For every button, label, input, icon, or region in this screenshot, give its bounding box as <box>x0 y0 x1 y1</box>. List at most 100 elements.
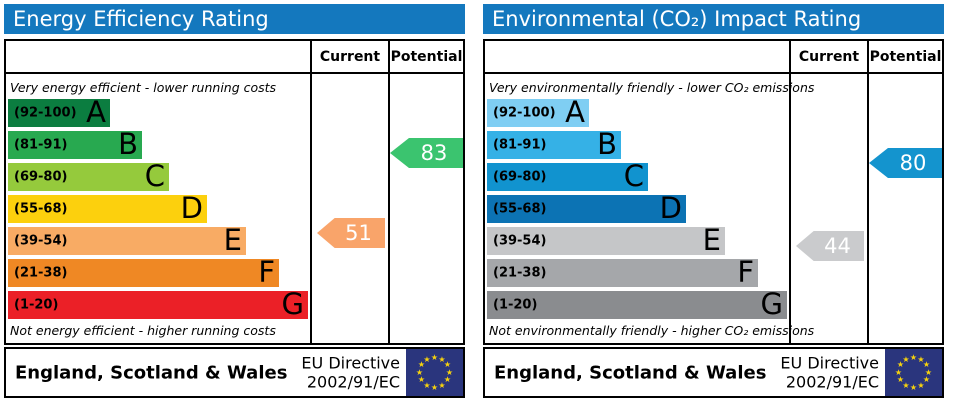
band-c: (69-80) C <box>487 158 648 193</box>
band-range-label: (21-38) <box>493 265 547 281</box>
band-letter: C <box>144 158 165 193</box>
column-divider <box>789 41 791 343</box>
region-label: England, Scotland & Wales <box>494 362 767 383</box>
band-e: (39-54) E <box>487 222 725 257</box>
band-b: (81-91) B <box>8 126 142 161</box>
band-a: (92-100) A <box>8 94 110 129</box>
eu-star-icon: ★ <box>423 354 431 364</box>
eu-star-icon: ★ <box>896 375 905 384</box>
band-letter: A <box>565 94 585 129</box>
potential-column-header: Potential <box>390 48 463 65</box>
eu-star-icon: ★ <box>902 380 910 390</box>
eu-star-icon: ★ <box>922 360 931 369</box>
panel-title-bar: Environmental (CO₂) Impact Rating <box>483 4 944 34</box>
eu-star-icon: ★ <box>917 380 925 390</box>
energy-efficiency-panel: Energy Efficiency Rating Current Potenti… <box>0 0 478 404</box>
eu-star-icon: ★ <box>423 380 431 390</box>
potential-column-header: Potential <box>869 48 942 65</box>
bottom-note: Not energy efficient - higher running co… <box>10 323 276 338</box>
eu-star-icon: ★ <box>909 382 918 392</box>
header-row-divider <box>485 72 942 74</box>
eu-star-icon: ★ <box>445 367 454 377</box>
eu-star-icon: ★ <box>909 352 918 362</box>
current-column-header: Current <box>798 48 860 65</box>
band-g: (1-20) G <box>487 286 787 321</box>
eu-flag: ★ ★ ★ ★ ★ ★ ★ ★ ★ ★ ★ ★ <box>885 349 942 396</box>
band-f: (21-38) F <box>8 254 279 289</box>
rating-bands: (92-100) A (81-91) B (69-80) C (55-68) D… <box>487 94 787 323</box>
panel-title-bar: Energy Efficiency Rating <box>4 4 465 34</box>
eu-star-icon: ★ <box>894 367 903 377</box>
rating-bands: (92-100) A (81-91) B (69-80) C (55-68) D… <box>8 94 308 323</box>
band-letter: F <box>258 254 275 289</box>
eu-flag: ★ ★ ★ ★ ★ ★ ★ ★ ★ ★ ★ ★ <box>406 349 463 396</box>
band-d: (55-68) D <box>8 190 207 225</box>
panel-title: Environmental (CO₂) Impact Rating <box>492 7 862 31</box>
eu-star-icon: ★ <box>443 360 452 369</box>
band-letter: B <box>597 126 617 161</box>
eu-star-icon: ★ <box>922 375 931 384</box>
band-letter: E <box>223 222 242 257</box>
region-label: England, Scotland & Wales <box>15 362 288 383</box>
band-d: (55-68) D <box>487 190 686 225</box>
eu-star-icon: ★ <box>443 375 452 384</box>
eu-star-icon: ★ <box>417 375 426 384</box>
band-e: (39-54) E <box>8 222 246 257</box>
band-a: (92-100) A <box>487 94 589 129</box>
bottom-note: Not environmentally friendly - higher CO… <box>489 323 815 338</box>
eu-star-icon: ★ <box>896 360 905 369</box>
current-column-header: Current <box>319 48 381 65</box>
band-letter: G <box>760 286 783 321</box>
eu-star-icon: ★ <box>415 367 424 377</box>
band-letter: A <box>86 94 106 129</box>
eu-star-icon: ★ <box>430 352 439 362</box>
band-b: (81-91) B <box>487 126 621 161</box>
eu-star-icon: ★ <box>924 367 933 377</box>
eu-directive-label: EU Directive 2002/91/EC <box>780 352 879 392</box>
band-c: (69-80) C <box>8 158 169 193</box>
band-letter: D <box>180 190 203 225</box>
current-rating-value: 51 <box>345 221 372 245</box>
environmental-impact-panel: Environmental (CO₂) Impact Rating Curren… <box>479 0 957 404</box>
eu-star-icon: ★ <box>438 380 446 390</box>
eu-directive-label: EU Directive 2002/91/EC <box>301 352 400 392</box>
band-range-label: (39-54) <box>14 233 68 249</box>
band-range-label: (55-68) <box>493 201 547 217</box>
band-letter: C <box>623 158 644 193</box>
eu-star-icon: ★ <box>430 382 439 392</box>
footer-bar: England, Scotland & Wales EU Directive 2… <box>483 347 944 398</box>
eu-star-icon: ★ <box>438 354 446 364</box>
band-letter: D <box>659 190 682 225</box>
panel-title: Energy Efficiency Rating <box>13 7 269 31</box>
band-range-label: (1-20) <box>14 297 59 313</box>
top-note: Very environmentally friendly - lower CO… <box>489 80 815 95</box>
eu-star-icon: ★ <box>917 354 925 364</box>
current-rating-value: 44 <box>824 234 851 258</box>
band-letter: G <box>281 286 304 321</box>
band-letter: E <box>702 222 721 257</box>
top-note: Very energy efficient - lower running co… <box>10 80 277 95</box>
column-divider <box>388 41 390 343</box>
band-range-label: (21-38) <box>14 265 68 281</box>
band-letter: B <box>118 126 138 161</box>
band-range-label: (55-68) <box>14 201 68 217</box>
band-range-label: (69-80) <box>14 169 68 185</box>
band-range-label: (69-80) <box>493 169 547 185</box>
band-range-label: (81-91) <box>14 137 68 153</box>
band-range-label: (92-100) <box>493 105 556 121</box>
potential-rating-value: 80 <box>899 151 927 175</box>
potential-rating-value: 83 <box>420 141 448 165</box>
footer-bar: England, Scotland & Wales EU Directive 2… <box>4 347 465 398</box>
eu-star-icon: ★ <box>417 360 426 369</box>
band-range-label: (39-54) <box>493 233 547 249</box>
band-letter: F <box>737 254 754 289</box>
column-divider <box>310 41 312 343</box>
band-g: (1-20) G <box>8 286 308 321</box>
eu-star-icon: ★ <box>902 354 910 364</box>
band-range-label: (81-91) <box>493 137 547 153</box>
header-row-divider <box>6 72 463 74</box>
column-divider <box>867 41 869 343</box>
band-range-label: (1-20) <box>493 297 538 313</box>
band-f: (21-38) F <box>487 254 758 289</box>
band-range-label: (92-100) <box>14 105 77 121</box>
